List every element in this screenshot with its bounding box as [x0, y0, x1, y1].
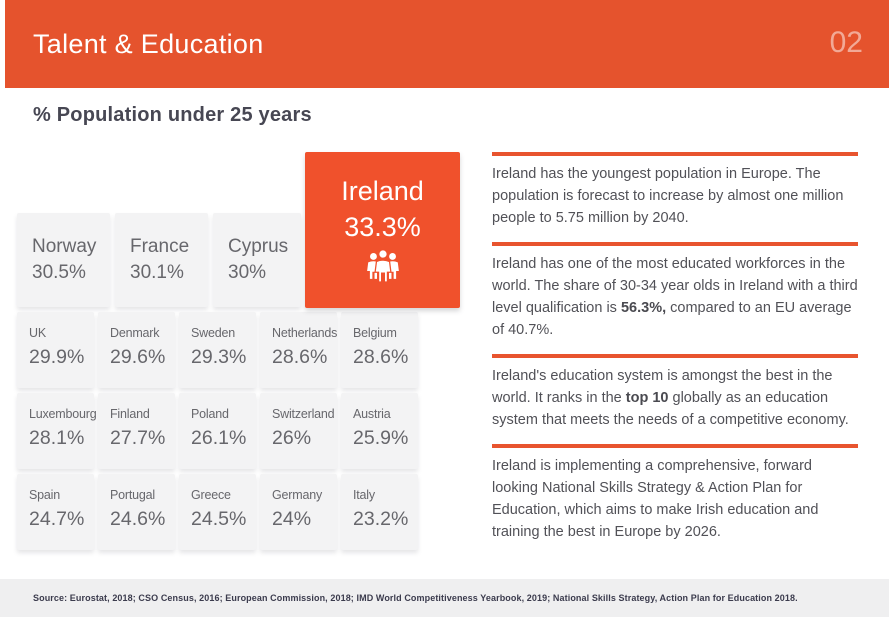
highlight-tile-ireland: Ireland 33.3%	[305, 152, 460, 308]
country-tile-spain: Spain 24.7%	[17, 474, 94, 550]
tile-row: Spain 24.7% Portugal 24.6% Greece 24.5% German…	[17, 474, 461, 550]
country-tile-denmark: Denmark 29.6%	[98, 312, 175, 388]
tile-country-label: Germany	[272, 488, 323, 502]
paragraph-text: Ireland is implementing a comprehensive,…	[492, 455, 858, 543]
header-banner: Talent & Education 02	[5, 0, 889, 88]
country-tile-netherlands: Netherlands 28.6%	[260, 312, 337, 388]
bold-text: top 10	[625, 390, 669, 406]
body-text: globally as an education system that mee…	[492, 390, 849, 428]
country-tile-luxembourg: Luxembourg 28.1%	[17, 393, 97, 469]
country-tile-cyprus: Cyprus 30%	[213, 213, 301, 307]
country-tile-italy: Italy 23.2%	[341, 474, 418, 550]
country-tile-germany: Germany 24%	[260, 474, 337, 550]
body-text: Ireland is implementing a comprehensive,…	[492, 458, 819, 540]
bold-text: 56.3%,	[620, 300, 667, 316]
tile-country-label: Belgium	[353, 326, 397, 340]
people-group-icon	[366, 249, 399, 283]
info-paragraph: Ireland has one of the most educated wor…	[492, 242, 858, 341]
tile-value: 28.6%	[353, 346, 409, 368]
tile-value: 24%	[272, 508, 312, 530]
orange-divider	[492, 242, 858, 246]
body-text: Ireland has one of the most educated wor…	[492, 256, 858, 316]
country-tile-poland: Poland 26.1%	[179, 393, 256, 469]
grid-tile-rows: UK 29.9% Denmark 29.6% Sweden 29.3% Netherland…	[17, 312, 461, 550]
tile-value: 28.6%	[272, 346, 328, 368]
tile-value: 28.1%	[29, 427, 85, 449]
tile-row: UK 29.9% Denmark 29.6% Sweden 29.3% Netherland…	[17, 312, 461, 388]
tile-board: Ireland 33.3% Norway 30.5% France 30.1% Cypr…	[17, 152, 461, 555]
country-tile-france: France 30.1%	[115, 213, 208, 307]
paragraph-text: Ireland's education system is amongst th…	[492, 365, 858, 431]
tile-value: 25.9%	[353, 427, 409, 449]
tile-value: 24.6%	[110, 508, 166, 530]
country-tile-norway: Norway 30.5%	[17, 213, 110, 307]
body-text: Ireland has the youngest population in E…	[492, 166, 844, 226]
tile-country-label: Denmark	[110, 326, 160, 340]
tile-value: 26%	[272, 427, 312, 449]
tile-value: 29.3%	[191, 346, 247, 368]
orange-divider	[492, 354, 858, 358]
country-tile-sweden: Sweden 29.3%	[179, 312, 256, 388]
body-text: Ireland's education system is amongst th…	[492, 368, 833, 406]
tile-country-label: Portugal	[110, 488, 155, 502]
country-tile-belgium: Belgium 28.6%	[341, 312, 418, 388]
tile-country-label: Poland	[191, 407, 229, 421]
tile-country-label: Cyprus	[228, 236, 289, 257]
tile-value: 24.5%	[191, 508, 247, 530]
tile-country-label: Netherlands	[272, 326, 338, 340]
tile-value: 24.7%	[29, 508, 85, 530]
highlight-country-label: Ireland	[341, 176, 424, 206]
top-tile-row: Norway 30.5% France 30.1% Cyprus 30%	[17, 213, 461, 307]
page-title: Talent & Education	[33, 28, 264, 59]
tile-value: 30%	[228, 262, 267, 283]
tile-value: 23.2%	[353, 508, 409, 530]
country-tile-finland: Finland 27.7%	[98, 393, 175, 469]
tile-value: 30.5%	[32, 262, 86, 283]
source-text: Source: Eurostat, 2018; CSO Census, 2016…	[33, 593, 798, 603]
tile-country-label: Spain	[29, 488, 60, 502]
country-tile-portugal: Portugal 24.6%	[98, 474, 175, 550]
info-column: Ireland has the youngest population in E…	[492, 152, 858, 556]
info-paragraph: Ireland has the youngest population in E…	[492, 152, 858, 229]
footer-bar: Source: Eurostat, 2018; CSO Census, 2016…	[0, 579, 889, 617]
tile-country-label: Italy	[353, 488, 375, 502]
country-tile-switzerland: Switzerland 26%	[260, 393, 337, 469]
page-number: 02	[829, 26, 863, 59]
country-tile-greece: Greece 24.5%	[179, 474, 256, 550]
tile-value: 29.6%	[110, 346, 166, 368]
tile-country-label: Greece	[191, 488, 231, 502]
info-paragraph: Ireland's education system is amongst th…	[492, 354, 858, 431]
orange-divider	[492, 152, 858, 156]
tile-country-label: Finland	[110, 407, 150, 421]
tile-value: 30.1%	[130, 262, 184, 283]
country-tile-austria: Austria 25.9%	[341, 393, 418, 469]
paragraph-text: Ireland has one of the most educated wor…	[492, 253, 858, 341]
info-paragraph: Ireland is implementing a comprehensive,…	[492, 444, 858, 543]
tile-country-label: Sweden	[191, 326, 235, 340]
tile-country-label: Norway	[32, 236, 97, 257]
tile-value: 29.9%	[29, 346, 85, 368]
tile-country-label: Luxembourg	[29, 407, 97, 421]
body-text: compared to an EU average of 40.7%.	[492, 300, 852, 338]
country-tile-uk: UK 29.9%	[17, 312, 94, 388]
tile-country-label: Austria	[353, 407, 391, 421]
tile-value: 26.1%	[191, 427, 247, 449]
tile-country-label: Switzerland	[272, 407, 335, 421]
tile-country-label: UK	[29, 326, 46, 340]
paragraph-text: Ireland has the youngest population in E…	[492, 163, 858, 229]
section-title: % Population under 25 years	[33, 104, 312, 126]
tile-row: Luxembourg 28.1% Finland 27.7% Poland 26.1% Sw…	[17, 393, 461, 469]
highlight-value: 33.3%	[344, 212, 421, 242]
tile-value: 27.7%	[110, 427, 166, 449]
orange-divider	[492, 444, 858, 448]
tile-country-label: France	[130, 236, 190, 257]
